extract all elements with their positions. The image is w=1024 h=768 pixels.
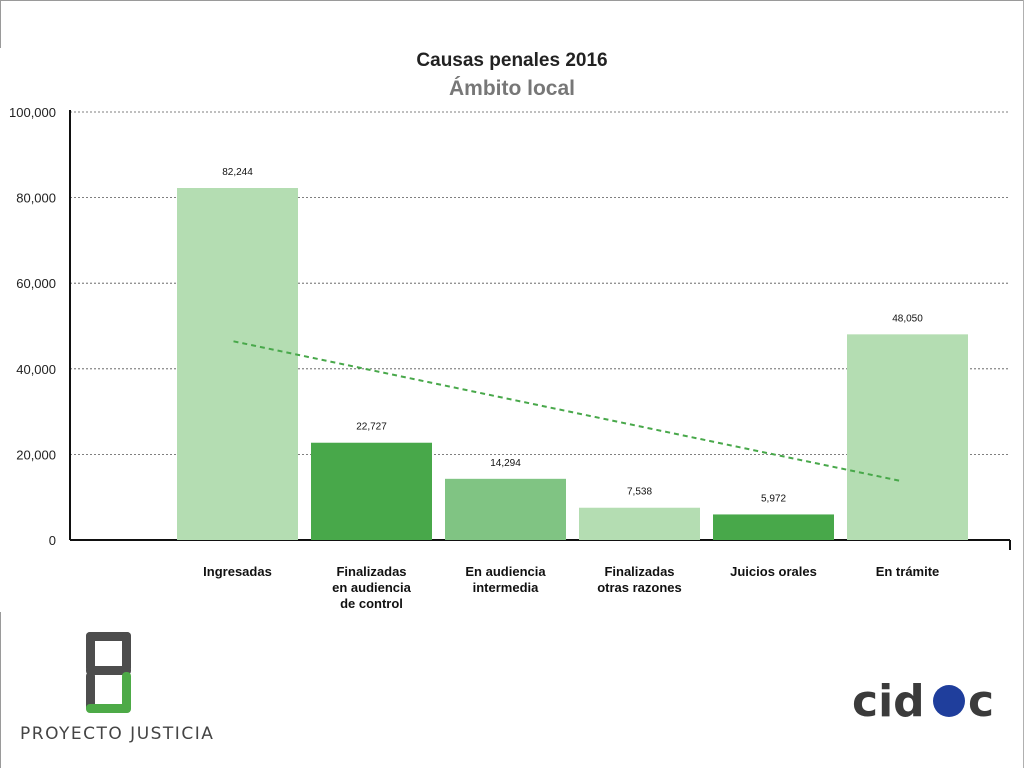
frame-top-line [0,0,1024,1]
bar-chart: 0 20,000 40,000 60,000 80,000 100,000 82,244 In… [9,105,1011,611]
y-tick-label: 0 [49,533,56,548]
bar-value-label: 22,727 [356,422,387,433]
frame-left-line [0,612,1,768]
bar [713,514,834,540]
y-tick-label: 100,000 [9,105,56,120]
chart-subtitle: Ámbito local [448,77,575,100]
x-tick-label: Finalizadas otras razones [597,564,682,595]
bar [847,334,968,540]
bar [311,442,432,540]
bar-value-label: 48,050 [892,313,923,324]
bar [177,187,298,541]
cidac-logo: cid c cidac [848,668,1008,728]
bar [445,478,566,540]
bar [579,507,700,540]
bar-value-label: 5,972 [761,493,786,504]
y-tick-label: 80,000 [16,191,56,206]
x-tick-label: Juicios orales [730,564,817,579]
proyecto-justicia-mark-icon [86,632,131,713]
x-tick-label: Ingresadas [203,564,272,579]
frame-left-line [0,0,1,48]
bar-value-label: 7,538 [627,487,652,498]
x-tick-label: En audiencia intermedia [465,564,546,595]
chart-title: Causas penales 2016 [416,50,608,71]
cidac-wordmark-icon: cid c [852,676,994,727]
x-tick-label: Finalizadas en audiencia de control [332,564,412,611]
svg-text:cid: cid [852,676,925,727]
y-tick-label: 60,000 [16,276,56,291]
y-tick-label: 40,000 [16,362,56,377]
proyecto-justicia-logo: PROYECTO JUSTICIA [20,628,220,748]
x-tick-label: En trámite [876,564,940,579]
trendline [233,340,900,482]
bar-value-label: 14,294 [490,458,521,469]
y-tick-label: 20,000 [16,447,56,462]
bar-value-label: 82,244 [222,167,253,178]
proyecto-justicia-text: PROYECTO JUSTICIA [20,724,215,744]
svg-text:c: c [968,676,994,727]
